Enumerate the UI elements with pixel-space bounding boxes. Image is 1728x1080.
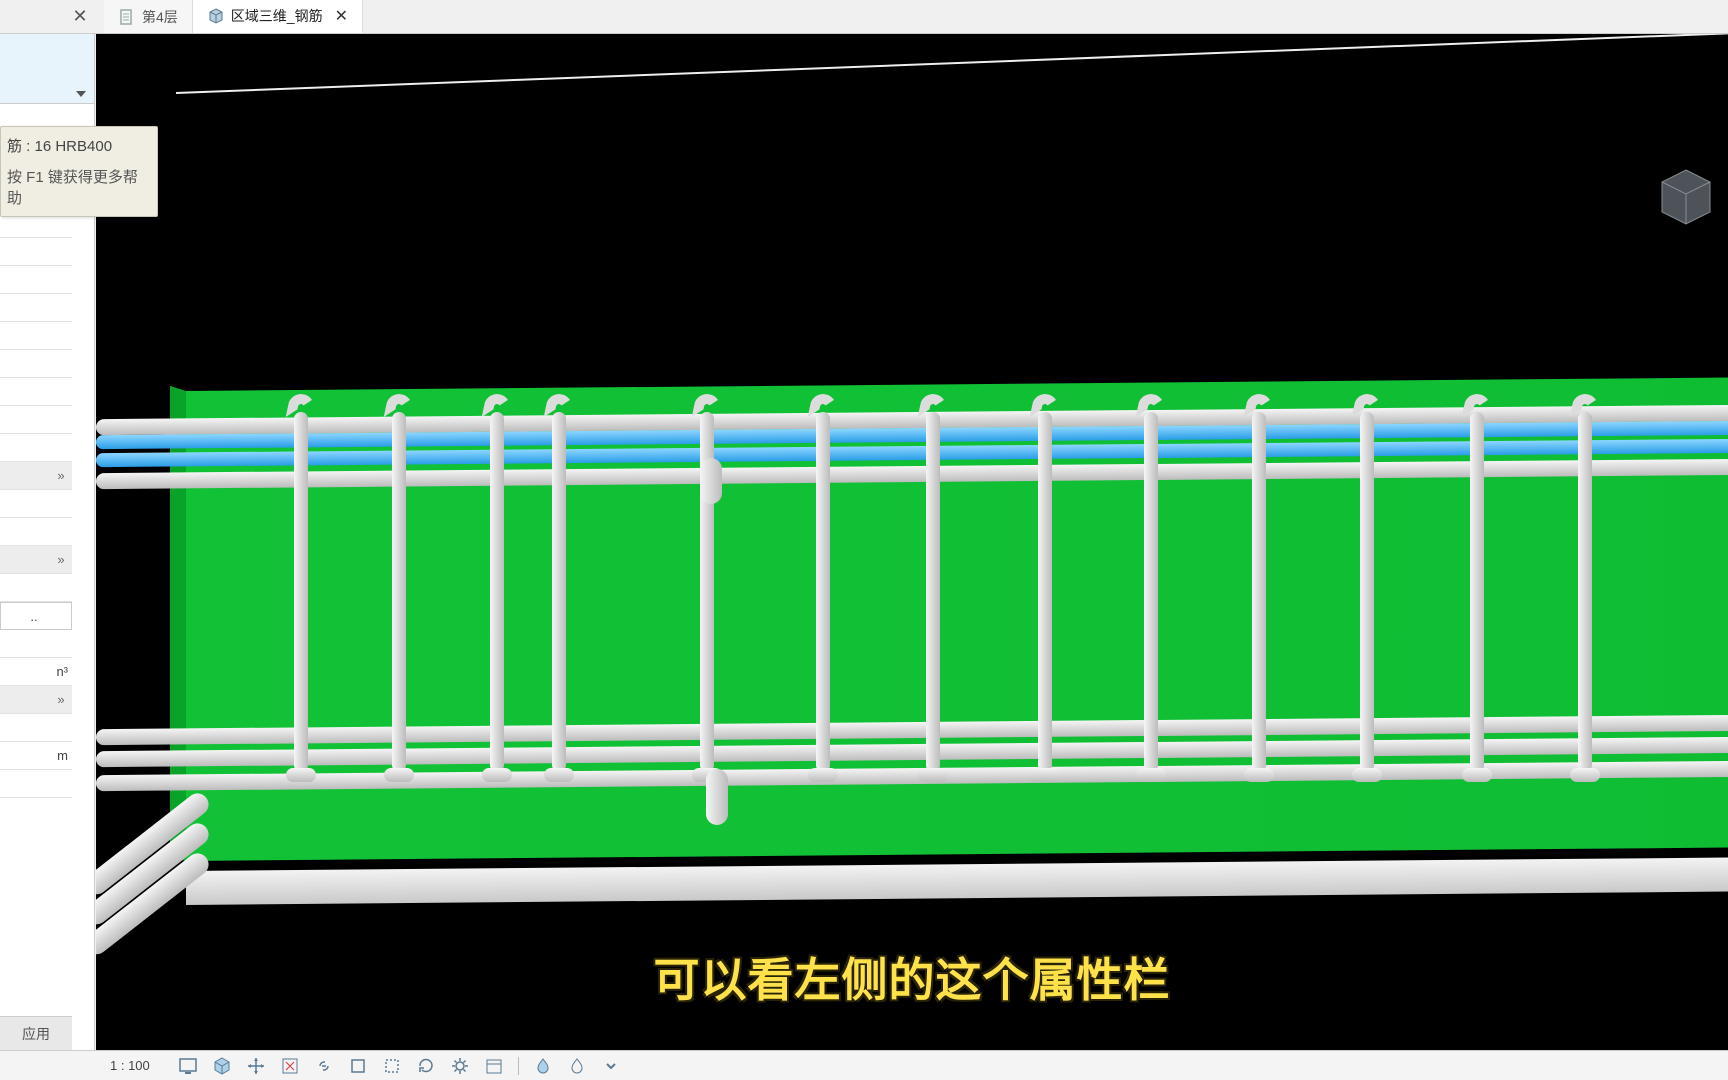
scene bbox=[96, 364, 1728, 924]
gear-icon[interactable] bbox=[450, 1056, 470, 1076]
property-row[interactable] bbox=[0, 322, 72, 350]
stirrup-rebar bbox=[1470, 412, 1484, 772]
calendar-icon[interactable] bbox=[484, 1056, 504, 1076]
property-row[interactable] bbox=[0, 434, 72, 462]
droplet-icon[interactable] bbox=[533, 1056, 553, 1076]
view-scale[interactable]: 1 : 100 bbox=[110, 1058, 150, 1073]
refresh-icon[interactable] bbox=[416, 1056, 436, 1076]
property-row[interactable]: n³ bbox=[0, 658, 72, 686]
tooltip-title: 筋 : 16 HRB400 bbox=[7, 135, 151, 156]
stirrup-rebar bbox=[294, 412, 308, 772]
view-cube[interactable] bbox=[1650, 164, 1722, 236]
property-row[interactable] bbox=[0, 350, 72, 378]
rebar-stub bbox=[700, 458, 722, 504]
stirrup-rebar bbox=[1144, 412, 1158, 772]
property-row[interactable]: .. bbox=[0, 602, 72, 630]
tab-level4[interactable]: 第4层 bbox=[104, 0, 193, 33]
property-row[interactable] bbox=[0, 406, 72, 434]
status-bar: 1 : 100 bbox=[0, 1050, 1728, 1080]
property-row[interactable] bbox=[0, 770, 72, 798]
tab-label: 第4层 bbox=[142, 7, 178, 27]
crop2-icon[interactable] bbox=[382, 1056, 402, 1076]
property-row[interactable] bbox=[0, 574, 72, 602]
stirrup-rebar bbox=[816, 412, 830, 772]
crop-icon[interactable] bbox=[348, 1056, 368, 1076]
beam-bottom-face bbox=[186, 857, 1728, 905]
type-selector[interactable] bbox=[0, 34, 94, 104]
document-icon bbox=[118, 8, 136, 26]
property-row[interactable] bbox=[0, 238, 72, 266]
property-section-header[interactable]: » bbox=[0, 462, 72, 490]
property-row[interactable] bbox=[0, 294, 72, 322]
property-section-header[interactable]: » bbox=[0, 546, 72, 574]
tooltip: 筋 : 16 HRB400 按 F1 键获得更多帮助 bbox=[0, 126, 158, 217]
diagonal-rebars bbox=[96, 859, 238, 1009]
stirrup-rebar bbox=[926, 412, 940, 772]
property-row[interactable] bbox=[0, 266, 72, 294]
stirrup-rebar bbox=[1252, 412, 1266, 772]
tooltip-help: 按 F1 键获得更多帮助 bbox=[7, 166, 151, 208]
subtitle-caption: 可以看左侧的这个属性栏 bbox=[654, 944, 1171, 1010]
collapse-icon: » bbox=[54, 469, 68, 483]
model-edge-line bbox=[176, 34, 1728, 94]
cube-icon[interactable] bbox=[212, 1056, 232, 1076]
property-row[interactable] bbox=[0, 630, 72, 658]
property-row[interactable] bbox=[0, 518, 72, 546]
collapse-icon: » bbox=[54, 553, 68, 567]
chevron-down-icon bbox=[76, 91, 86, 97]
stirrup-rebar bbox=[1038, 412, 1052, 772]
panel-close-icon[interactable]: ✕ bbox=[68, 4, 92, 28]
stirrup-rebar bbox=[1578, 412, 1592, 772]
property-section-header[interactable]: » bbox=[0, 686, 72, 714]
tab-3d-rebar[interactable]: 区域三维_钢筋 ✕ bbox=[193, 0, 363, 33]
property-row[interactable] bbox=[0, 714, 72, 742]
chevron-icon[interactable] bbox=[601, 1056, 621, 1076]
separator bbox=[518, 1057, 519, 1075]
cube-icon bbox=[207, 7, 225, 25]
delete-box-icon[interactable] bbox=[280, 1056, 300, 1076]
close-icon[interactable]: ✕ bbox=[335, 6, 348, 26]
stirrup-rebar bbox=[490, 412, 504, 772]
property-row[interactable] bbox=[0, 490, 72, 518]
stirrup-rebar bbox=[392, 412, 406, 772]
collapse-icon: » bbox=[54, 693, 68, 707]
stirrup-rebar bbox=[1360, 412, 1374, 772]
arrows-icon[interactable] bbox=[246, 1056, 266, 1076]
stirrup-rebar bbox=[552, 412, 566, 772]
viewport-3d[interactable]: 可以看左侧的这个属性栏 bbox=[96, 34, 1728, 1050]
rebar-stub bbox=[706, 769, 728, 825]
property-row[interactable] bbox=[0, 378, 72, 406]
property-row[interactable]: m bbox=[0, 742, 72, 770]
drop2-icon[interactable] bbox=[567, 1056, 587, 1076]
screen-icon[interactable] bbox=[178, 1056, 198, 1076]
property-grid: » ».. n³ » m bbox=[0, 210, 72, 798]
link-icon[interactable] bbox=[314, 1056, 334, 1076]
tab-bar: ✕ 第4层 区域三维_钢筋 ✕ bbox=[0, 0, 1728, 34]
tab-label: 区域三维_钢筋 bbox=[231, 6, 323, 26]
apply-button[interactable]: 应用 bbox=[0, 1016, 72, 1050]
